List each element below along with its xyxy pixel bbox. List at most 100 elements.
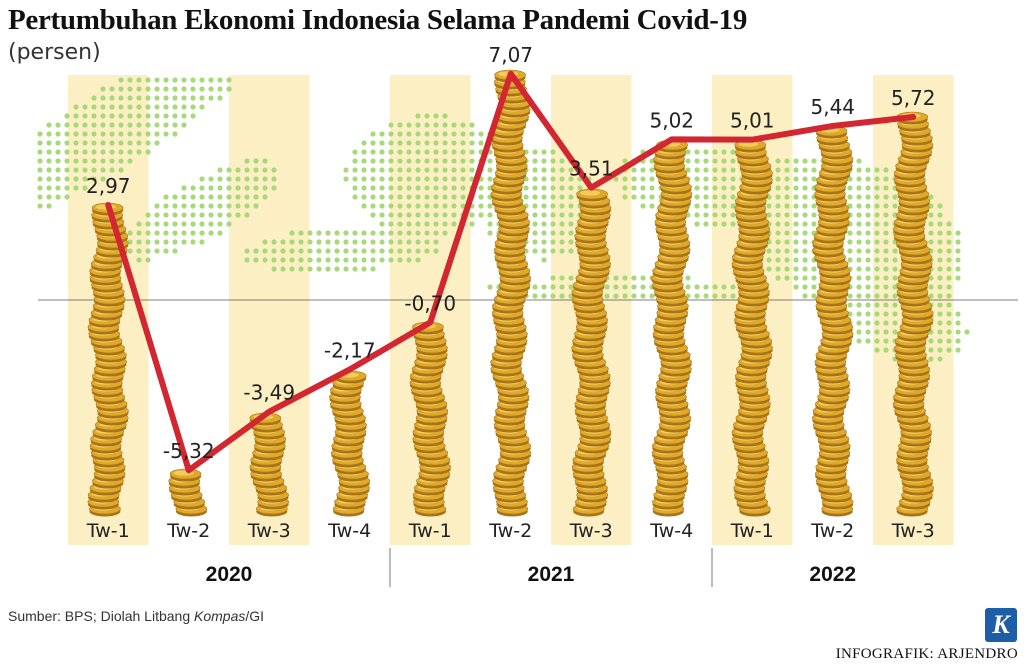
map-dot (865, 221, 871, 227)
map-dot (802, 212, 808, 218)
map-dot (613, 176, 619, 182)
map-dot (127, 239, 133, 245)
map-dot (550, 158, 556, 164)
map-dot (406, 221, 412, 227)
map-dot (388, 131, 394, 137)
map-dot (865, 293, 871, 299)
map-dot (865, 230, 871, 236)
map-dot (874, 257, 880, 263)
map-dot (424, 122, 430, 128)
map-dot (793, 176, 799, 182)
map-dot (955, 248, 961, 254)
map-dot (217, 230, 223, 236)
map-dot (325, 230, 331, 236)
map-dot (856, 329, 862, 335)
map-dot (91, 149, 97, 155)
map-dot (874, 320, 880, 326)
map-dot (487, 167, 493, 173)
map-dot (37, 176, 43, 182)
map-dot (190, 203, 196, 209)
map-dot (487, 158, 493, 164)
map-dot (568, 275, 574, 281)
map-dot (82, 185, 88, 191)
map-dot (640, 167, 646, 173)
map-dot (883, 176, 889, 182)
map-dot (379, 221, 385, 227)
map-dot (415, 194, 421, 200)
map-dot (217, 212, 223, 218)
map-dot (946, 239, 952, 245)
map-dot (172, 122, 178, 128)
map-dot (370, 149, 376, 155)
map-dot (325, 248, 331, 254)
map-dot (289, 239, 295, 245)
map-dot (451, 212, 457, 218)
map-dot (802, 257, 808, 263)
map-dot (424, 113, 430, 119)
map-dot (136, 131, 142, 137)
map-dot (181, 95, 187, 101)
map-dot (874, 329, 880, 335)
map-dot (406, 257, 412, 263)
map-dot (694, 293, 700, 299)
map-dot (352, 266, 358, 272)
map-dot (442, 185, 448, 191)
map-dot (217, 77, 223, 83)
map-dot (73, 140, 79, 146)
map-dot (784, 176, 790, 182)
map-dot (550, 149, 556, 155)
map-dot (442, 176, 448, 182)
value-label: -3,49 (243, 381, 295, 405)
map-dot (433, 194, 439, 200)
map-dot (721, 167, 727, 173)
map-dot (883, 230, 889, 236)
map-dot (154, 239, 160, 245)
map-dot (280, 257, 286, 263)
map-dot (712, 158, 718, 164)
x-tick-label: Tw-3 (891, 520, 935, 542)
value-label: 7,07 (488, 43, 533, 67)
map-dot (262, 167, 268, 173)
map-dot (784, 275, 790, 281)
map-dot (847, 293, 853, 299)
map-dot (343, 248, 349, 254)
map-dot (370, 158, 376, 164)
map-dot (442, 149, 448, 155)
map-dot (406, 176, 412, 182)
map-dot (127, 131, 133, 137)
map-dot (550, 176, 556, 182)
map-dot (46, 185, 52, 191)
map-dot (883, 320, 889, 326)
map-dot (874, 248, 880, 254)
map-dot (451, 131, 457, 137)
map-dot (91, 122, 97, 128)
map-dot (874, 194, 880, 200)
map-dot (865, 248, 871, 254)
map-dot (766, 266, 772, 272)
map-dot (424, 221, 430, 227)
map-dot (451, 176, 457, 182)
map-dot (802, 203, 808, 209)
map-dot (361, 239, 367, 245)
map-dot (865, 203, 871, 209)
map-dot (397, 257, 403, 263)
chart-subtitle: (persen) (8, 40, 101, 65)
map-dot (172, 104, 178, 110)
map-dot (154, 248, 160, 254)
map-dot (235, 167, 241, 173)
map-dot (145, 113, 151, 119)
map-dot (154, 140, 160, 146)
map-dot (874, 221, 880, 227)
map-dot (37, 149, 43, 155)
map-dot (865, 338, 871, 344)
map-dot (46, 131, 52, 137)
map-dot (226, 185, 232, 191)
map-dot (415, 257, 421, 263)
map-dot (172, 113, 178, 119)
map-dot (208, 176, 214, 182)
map-dot (469, 212, 475, 218)
map-dot (73, 167, 79, 173)
map-dot (379, 248, 385, 254)
map-dot (415, 140, 421, 146)
map-dot (460, 158, 466, 164)
